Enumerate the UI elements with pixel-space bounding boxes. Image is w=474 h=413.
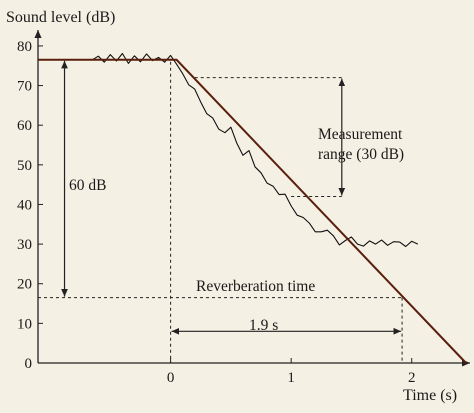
x-tick-label: 1 xyxy=(287,370,295,386)
y-tick-label: 70 xyxy=(17,79,32,95)
y-axis-title: Sound level (dB) xyxy=(6,9,115,26)
y-tick-label: 50 xyxy=(17,158,32,174)
axes-group: 0 10 20 30 40 50 60 70 80 0 1 2 xyxy=(17,30,470,386)
y-tick-label: 40 xyxy=(17,197,32,213)
x-tick-label: 2 xyxy=(408,370,416,386)
y-tick-label: 30 xyxy=(17,237,32,253)
y-tick-label: 80 xyxy=(17,39,32,55)
measurement-range-label-line2: range (30 dB) xyxy=(318,146,404,163)
y-tick-label: 0 xyxy=(25,356,33,372)
y-tick-label: 10 xyxy=(17,316,32,332)
y-tick-label: 20 xyxy=(17,277,32,293)
x-tick-label: 0 xyxy=(167,370,175,386)
x-axis-title: Time (s) xyxy=(403,387,457,404)
measured-signal-line xyxy=(92,52,419,248)
ideal-decay-line xyxy=(38,58,467,364)
measurement-range-label-line1: Measurement xyxy=(318,126,403,143)
sixty-db-label: 60 dB xyxy=(69,177,106,194)
y-tick-label: 60 xyxy=(17,118,32,134)
reverberation-time-label: Reverberation time xyxy=(196,278,315,295)
